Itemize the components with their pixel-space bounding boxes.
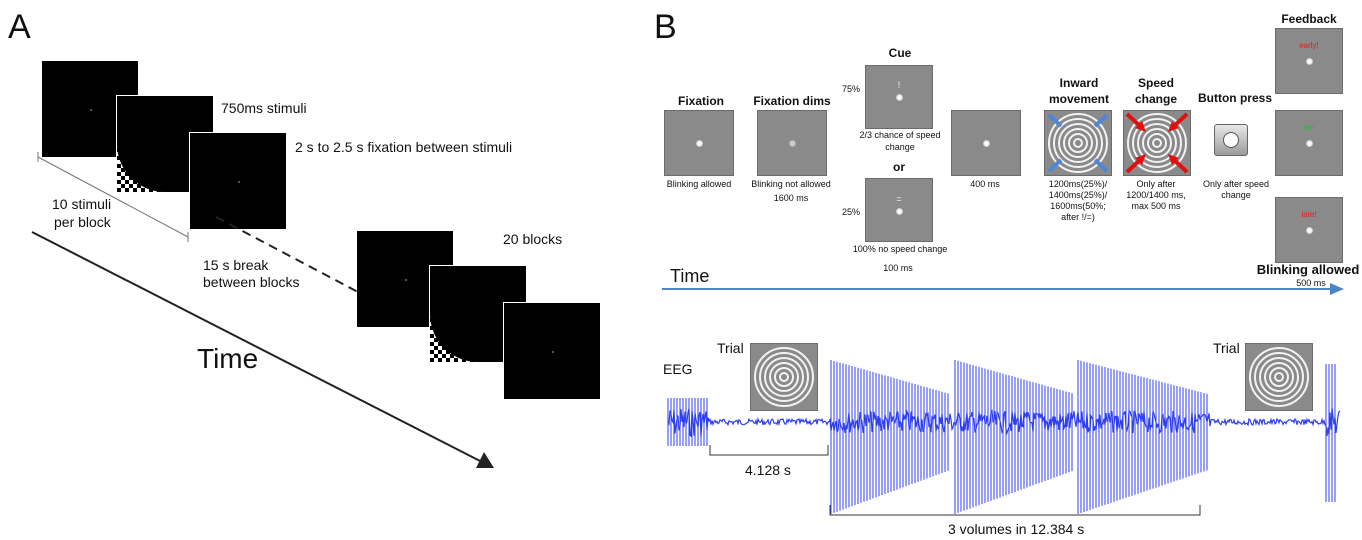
stimuli-per-block-label-2: per block — [54, 214, 111, 230]
inward-title: Inward — [1059, 76, 1099, 90]
speed-change-title: Speed — [1137, 76, 1174, 90]
inward-caption-1: 1200ms(25%)/ — [1048, 179, 1108, 189]
cue-or-label: or — [893, 160, 905, 174]
post-cue-screen — [951, 110, 1021, 176]
concentric-rings-trial-icon — [754, 347, 814, 407]
break-label-2: between blocks — [203, 274, 300, 290]
button-press-title: Button press — [1197, 91, 1272, 105]
speed-change-caption-2: 1200/1400 ms, — [1126, 190, 1186, 200]
block-bracket-line — [37, 156, 189, 238]
speed-change-screen — [1123, 110, 1191, 176]
concentric-rings-icon — [1047, 113, 1109, 173]
checkerboard-pattern — [117, 144, 165, 192]
fixation-interval-label: 2 s to 2.5 s fixation between stimuli — [295, 139, 513, 155]
feedback-caption: Blinking allowed — [1256, 262, 1360, 277]
stimuli-per-block-label: 10 stimuli — [52, 196, 112, 212]
cue-title: Cue — [888, 46, 912, 60]
inward-screen — [1044, 110, 1112, 176]
trial-stimulus-1 — [750, 343, 818, 411]
panel-b-letter: B — [654, 8, 677, 46]
interval-label-2: 3 volumes in 12.384 s — [948, 521, 1085, 537]
trial-stimulus-2 — [1245, 343, 1313, 411]
feedback-early-screen: early! — [1275, 28, 1343, 94]
cue-equals-symbol: = — [896, 194, 902, 204]
fixation-screen — [664, 110, 734, 176]
inward-caption-2: 1400ms(25%)/ — [1048, 190, 1108, 200]
fixation-dims-caption: Blinking not allowed — [751, 179, 831, 189]
cue-bottom-caption: 100% no speed change — [852, 244, 948, 254]
concentric-rings-fast-icon — [1125, 112, 1189, 174]
cue-duration: 100 ms — [883, 263, 913, 273]
fixation-dims-title: Fixation dims — [753, 94, 831, 108]
eeg-baseline — [667, 407, 1341, 438]
fixation-dims-duration: 1600 ms — [773, 193, 809, 203]
feedback-title: Feedback — [1281, 12, 1337, 26]
button-press-icon — [1214, 124, 1248, 156]
interval-brackets — [709, 445, 1201, 516]
concentric-rings-trial-icon-2 — [1249, 347, 1309, 407]
post-cue-duration: 400 ms — [970, 179, 1000, 189]
interval-bracket-2 — [829, 505, 1201, 516]
cue-top-percent: 75% — [841, 84, 860, 94]
feedback-early-text: early! — [1299, 41, 1319, 50]
eeg-label: EEG — [663, 361, 693, 377]
interval-label-1: 4.128 s — [745, 462, 791, 478]
inward-caption-3: 1600ms(50%; — [1050, 201, 1106, 211]
eeg-trace — [667, 360, 1341, 514]
time-arrow-head — [476, 452, 494, 468]
trial-label-2: Trial — [1213, 340, 1240, 356]
checkerboard-pattern-2 — [430, 314, 478, 362]
feedback-late-screen: late! — [1275, 197, 1343, 263]
cue-top-caption: 2/3 chance of speed — [859, 130, 941, 140]
time-label-b: Time — [670, 266, 710, 286]
button-press-caption-1: Only after speed — [1202, 179, 1270, 189]
cue-top-caption-2: change — [885, 142, 915, 152]
interval-bracket-1 — [709, 445, 829, 456]
fixation-screen-2 — [189, 132, 287, 230]
panel-a-letter: A — [8, 8, 31, 46]
feedback-duration: 500 ms — [1296, 278, 1326, 288]
feedback-ok-text: ok! — [1303, 123, 1315, 132]
inward-title-2: movement — [1048, 92, 1110, 106]
button-press-caption-2: change — [1221, 190, 1251, 200]
cue-exclamation-screen: ! — [865, 65, 933, 129]
cue-bottom-percent: 25% — [841, 207, 860, 217]
stimuli-duration-label: 750ms stimuli — [221, 100, 307, 116]
break-label: 15 s break — [203, 257, 269, 273]
speed-change-title-2: change — [1134, 92, 1177, 106]
cue-exclamation-symbol: ! — [897, 80, 901, 90]
time-arrow-b — [662, 283, 1344, 295]
fixation-screen-4 — [503, 302, 601, 400]
feedback-ok-screen: ok! — [1275, 110, 1343, 176]
feedback-late-text: late! — [1301, 210, 1317, 219]
time-label-a: Time — [197, 343, 259, 374]
inward-caption-4: after !/=) — [1061, 212, 1095, 222]
speed-change-caption-3: max 500 ms — [1131, 201, 1181, 211]
fixation-caption: Blinking allowed — [666, 179, 732, 189]
blocks-count-label: 20 blocks — [503, 231, 563, 247]
panel-a-lines — [31, 152, 494, 468]
trial-label-1: Trial — [717, 340, 744, 356]
cue-equals-screen: = — [865, 178, 933, 242]
speed-change-caption-1: Only after — [1136, 179, 1176, 189]
time-arrow-line — [31, 231, 483, 463]
fixation-dims-screen — [757, 110, 827, 176]
fixation-title: Fixation — [677, 94, 724, 108]
break-dashed-line — [215, 216, 359, 293]
